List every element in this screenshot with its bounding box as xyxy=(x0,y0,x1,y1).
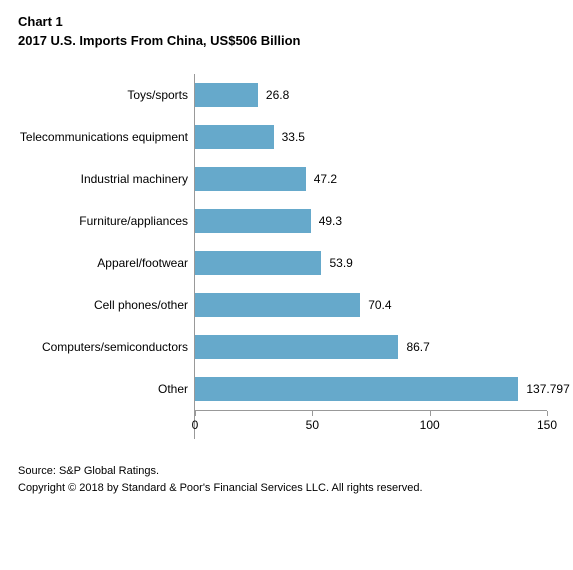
category-label: Toys/sports xyxy=(18,88,194,102)
bar-row: Toys/sports 26.8 xyxy=(18,74,555,116)
bar xyxy=(195,377,518,401)
category-label: Apparel/footwear xyxy=(18,256,194,270)
bar xyxy=(195,125,274,149)
tick-label: 100 xyxy=(420,418,440,432)
chart-area: Toys/sports 26.8 Telecommunications equipm… xyxy=(18,74,555,439)
bar xyxy=(195,335,398,359)
value-label: 33.5 xyxy=(282,130,305,144)
bar-row: Telecommunications equipment 33.5 xyxy=(18,116,555,158)
value-label: 137.797 xyxy=(526,382,569,396)
tick-mark xyxy=(195,411,196,416)
tick-mark xyxy=(430,411,431,416)
value-label: 70.4 xyxy=(368,298,391,312)
bar xyxy=(195,167,306,191)
category-label: Industrial machinery xyxy=(18,172,194,186)
bar xyxy=(195,209,311,233)
plot-cell: 26.8 xyxy=(194,74,547,116)
category-label: Computers/semiconductors xyxy=(18,340,194,354)
plot-cell: 49.3 xyxy=(194,200,547,242)
value-label: 86.7 xyxy=(406,340,429,354)
tick-label: 0 xyxy=(192,418,199,432)
bar-row: Cell phones/other 70.4 xyxy=(18,284,555,326)
category-label: Cell phones/other xyxy=(18,298,194,312)
copyright-line: Copyright © 2018 by Standard & Poor's Fi… xyxy=(18,480,555,497)
x-axis: 0 50 100 150 xyxy=(18,410,555,439)
bars-holder: Toys/sports 26.8 Telecommunications equipm… xyxy=(18,74,555,410)
chart-number: Chart 1 xyxy=(18,14,555,29)
bar-row: Furniture/appliances 49.3 xyxy=(18,200,555,242)
axis-spacer xyxy=(18,410,194,439)
plot-cell: 53.9 xyxy=(194,242,547,284)
bar-row: Computers/semiconductors 86.7 xyxy=(18,326,555,368)
bar-row: Other137.797 xyxy=(18,368,555,410)
plot-cell: 47.2 xyxy=(194,158,547,200)
tick-label: 150 xyxy=(537,418,557,432)
tick-label: 50 xyxy=(306,418,319,432)
tick-mark xyxy=(312,411,313,416)
plot-cell: 33.5 xyxy=(194,116,547,158)
axis-plot: 050100150 xyxy=(194,410,547,439)
bar-row: Industrial machinery 47.2 xyxy=(18,158,555,200)
tick-mark xyxy=(547,411,548,416)
bar xyxy=(195,251,321,275)
bar-row: Apparel/footwear 53.9 xyxy=(18,242,555,284)
plot-cell: 137.797 xyxy=(194,368,547,410)
category-label: Telecommunications equipment xyxy=(18,130,194,144)
plot-cell: 70.4 xyxy=(194,284,547,326)
category-label: Furniture/appliances xyxy=(18,214,194,228)
value-label: 47.2 xyxy=(314,172,337,186)
bar xyxy=(195,293,360,317)
value-label: 53.9 xyxy=(329,256,352,270)
source-line: Source: S&P Global Ratings. xyxy=(18,463,555,480)
value-label: 26.8 xyxy=(266,88,289,102)
chart-title: 2017 U.S. Imports From China, US$506 Bil… xyxy=(18,33,555,48)
chart-container: Chart 1 2017 U.S. Imports From China, US… xyxy=(0,0,573,508)
value-label: 49.3 xyxy=(319,214,342,228)
chart-footer: Source: S&P Global Ratings. Copyright © … xyxy=(18,463,555,496)
plot-cell: 86.7 xyxy=(194,326,547,368)
category-label: Other xyxy=(18,382,194,396)
bar xyxy=(195,83,258,107)
